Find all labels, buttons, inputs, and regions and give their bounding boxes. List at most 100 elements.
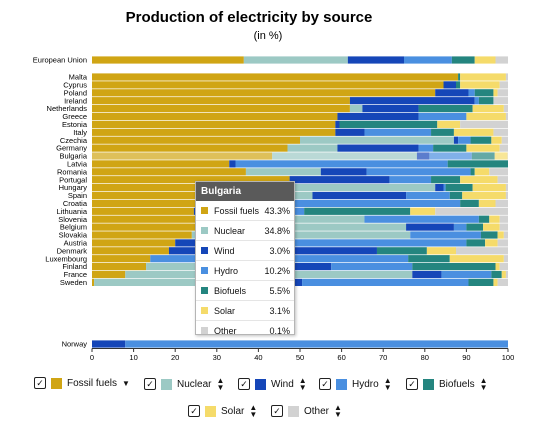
bar-slovenia-hydro[interactable] (364, 215, 479, 223)
bar-lithuania-biofuels[interactable] (304, 207, 411, 215)
bar-germany-wind[interactable] (337, 144, 419, 152)
bar-austria-hydro[interactable] (216, 239, 467, 247)
bar-sweden-hydro[interactable] (302, 278, 469, 286)
bar-hungary-biofuels[interactable] (445, 184, 473, 192)
bar-poland-hydro[interactable] (468, 89, 475, 97)
bar-greece-solar[interactable] (466, 112, 506, 121)
bar-netherlands-nuclear[interactable] (349, 105, 363, 113)
bar-portugal-other[interactable] (497, 176, 508, 184)
bar-greece-wind[interactable] (337, 112, 419, 121)
bar-sweden-fossil-fuels[interactable] (92, 278, 95, 286)
bar-austria-biofuels[interactable] (466, 239, 486, 247)
bar-italy-wind[interactable] (335, 128, 365, 136)
bar-latvia-wind[interactable] (229, 160, 236, 168)
bar-germany-biofuels[interactable] (433, 144, 467, 152)
bar-spain-other[interactable] (505, 191, 508, 200)
bar-hungary-solar[interactable] (472, 184, 506, 192)
bar-slovenia-fossil-fuels[interactable] (92, 215, 221, 223)
bar-malta-biofuels[interactable] (458, 73, 461, 81)
bar-france-hydro[interactable] (441, 270, 492, 279)
bar-italy-biofuels[interactable] (431, 128, 454, 136)
bar-sweden-nuclear[interactable] (94, 278, 261, 286)
bar-sweden-biofuels[interactable] (468, 278, 494, 286)
bar-netherlands-wind[interactable] (362, 105, 419, 113)
bar-austria-fossil-fuels[interactable] (92, 239, 176, 247)
bar-slovenia-biofuels[interactable] (478, 215, 490, 223)
bar-finland-solar[interactable] (495, 263, 500, 271)
bar-croatia-hydro[interactable] (262, 199, 461, 207)
bar-italy-fossil-fuels[interactable] (92, 128, 336, 136)
bar-czechia-hydro[interactable] (458, 136, 471, 144)
bar-bulgaria-biofuels[interactable] (471, 152, 495, 160)
bar-lithuania-fossil-fuels[interactable] (92, 207, 194, 215)
bar-ireland-hydro[interactable] (474, 97, 479, 105)
legend-checkbox[interactable]: ✓ (238, 378, 250, 390)
bar-hungary-nuclear[interactable] (231, 184, 436, 192)
bar-spain-solar[interactable] (462, 191, 506, 200)
bar-romania-biofuels[interactable] (470, 168, 475, 176)
sort-both-icon[interactable]: ▲ ▼ (479, 376, 488, 392)
bar-slovakia-solar[interactable] (497, 231, 504, 239)
bar-hungary-other[interactable] (505, 184, 508, 192)
bar-luxembourg-other[interactable] (503, 255, 508, 263)
legend-checkbox[interactable]: ✓ (319, 378, 331, 390)
bar-germany-solar[interactable] (466, 144, 500, 152)
bar-spain-hydro[interactable] (406, 191, 450, 200)
bar-denmark-solar[interactable] (426, 247, 456, 255)
legend-checkbox[interactable]: ✓ (188, 405, 200, 417)
sort-both-icon[interactable]: ▲ ▼ (334, 403, 342, 419)
bar-croatia-biofuels[interactable] (460, 199, 479, 207)
legend-item-other[interactable]: ✓ Other ▲ ▼ (271, 403, 342, 419)
bar-belgium-fossil-fuels[interactable] (92, 223, 224, 231)
bar-cyprus-solar[interactable] (460, 81, 500, 89)
bar-ireland-other[interactable] (493, 97, 508, 105)
bar-slovenia-other[interactable] (499, 215, 508, 223)
bar-bulgaria-hydro[interactable] (429, 152, 472, 160)
bar-portugal-biofuels[interactable] (431, 176, 461, 184)
bar-czechia-biofuels[interactable] (470, 136, 492, 144)
bar-france-wind[interactable] (412, 270, 442, 279)
bar-latvia-biofuels[interactable] (447, 160, 508, 168)
bar-malta-other[interactable] (505, 73, 508, 81)
bar-germany-nuclear[interactable] (287, 144, 338, 152)
bar-portugal-hydro[interactable] (389, 176, 432, 184)
bar-germany-hydro[interactable] (418, 144, 434, 152)
bar-poland-fossil-fuels[interactable] (92, 89, 436, 97)
bar-spain-fossil-fuels[interactable] (92, 191, 217, 200)
bar-estonia-solar[interactable] (437, 120, 461, 128)
bar-european-union-fossil-fuels[interactable] (92, 56, 244, 64)
bar-italy-solar[interactable] (453, 128, 494, 136)
bar-latvia-fossil-fuels[interactable] (92, 160, 230, 168)
bar-cyprus-other[interactable] (499, 81, 508, 89)
bar-finland-wind[interactable] (281, 263, 332, 271)
bar-norway-wind[interactable] (92, 340, 126, 348)
bar-bulgaria-fossil-fuels[interactable] (92, 152, 273, 160)
bar-netherlands-biofuels[interactable] (418, 105, 473, 113)
bar-belgium-hydro[interactable] (453, 223, 467, 231)
legend-checkbox[interactable]: ✓ (406, 378, 418, 390)
bar-italy-hydro[interactable] (364, 128, 432, 136)
bar-ireland-wind[interactable] (349, 97, 475, 105)
bar-france-other[interactable] (505, 270, 508, 279)
bar-luxembourg-solar[interactable] (449, 255, 504, 263)
bar-netherlands-solar[interactable] (472, 105, 504, 113)
bar-belgium-nuclear[interactable] (223, 223, 407, 231)
bar-ireland-fossil-fuels[interactable] (92, 97, 350, 105)
bar-portugal-fossil-fuels[interactable] (92, 176, 290, 184)
bar-netherlands-fossil-fuels[interactable] (92, 105, 350, 113)
bar-finland-other[interactable] (499, 263, 508, 271)
bar-spain-wind[interactable] (312, 191, 407, 200)
bar-croatia-solar[interactable] (478, 199, 496, 207)
bar-european-union-wind[interactable] (347, 56, 404, 64)
bar-czechia-nuclear[interactable] (300, 136, 454, 144)
bar-belgium-solar[interactable] (483, 223, 500, 231)
legend-checkbox[interactable]: ✓ (271, 405, 283, 417)
bar-romania-fossil-fuels[interactable] (92, 168, 246, 176)
bar-malta-fossil-fuels[interactable] (92, 73, 459, 81)
bar-poland-solar[interactable] (493, 89, 498, 97)
bar-denmark-other[interactable] (456, 247, 508, 255)
bar-norway-hydro[interactable] (125, 340, 508, 348)
bar-malta-solar[interactable] (460, 73, 506, 81)
bar-greece-other[interactable] (505, 112, 508, 121)
bar-slovenia-solar[interactable] (489, 215, 500, 223)
